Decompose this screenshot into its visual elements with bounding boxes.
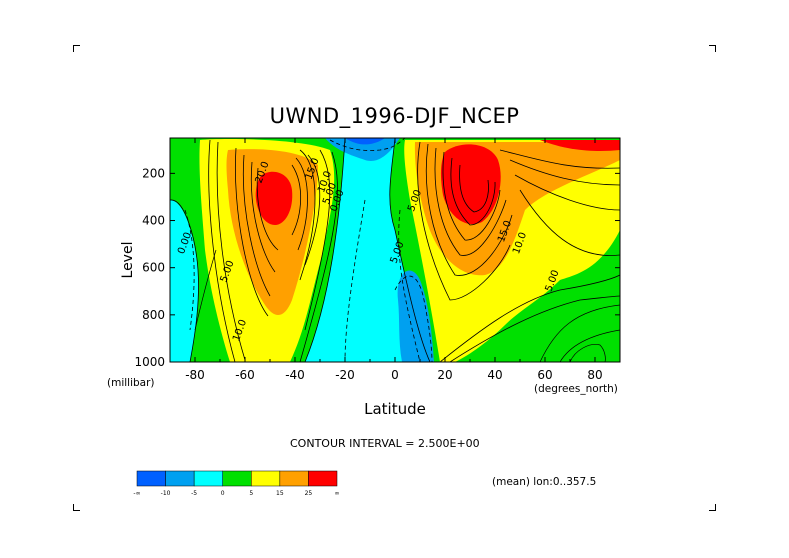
x-tick-label: 80 — [587, 368, 602, 382]
fill-tropical-core — [397, 270, 434, 362]
y-axis-ticks: 200 400 600 800 1000 — [134, 166, 620, 369]
contours-north-jet — [417, 141, 620, 362]
contours-south-jet — [208, 139, 338, 362]
y-tick-label: 200 — [142, 166, 165, 180]
fill-upper-easterly-core — [345, 138, 385, 145]
colorbar-swatch — [251, 470, 281, 487]
y-tick-label: 600 — [142, 261, 165, 275]
x-axis-ticks: -80 -60 -40 -20 0 20 40 60 80 — [169, 138, 621, 382]
contours-misc — [194, 249, 620, 362]
fill-south-jet-core — [255, 171, 293, 225]
x-tick-label: 0 — [391, 368, 399, 382]
contours-zero — [170, 138, 431, 362]
y-tick-label: 800 — [142, 308, 165, 322]
contour-fill-layer — [170, 138, 620, 362]
y-tick-label: 400 — [142, 214, 165, 228]
crop-mark-top-right — [709, 45, 716, 52]
colorbar-tick-label: -5 — [191, 490, 197, 497]
colorbar: -∞ -10 -5 0 5 15 25 ∞ — [133, 470, 340, 497]
colorbar-tick-label: -∞ — [133, 490, 140, 497]
y-tick-label: 1000 — [134, 355, 165, 369]
x-tick-label: -40 — [285, 368, 305, 382]
mean-lon-text: (mean) lon:0..357.5 — [492, 476, 597, 488]
crop-mark-bottom-right — [709, 504, 716, 511]
x-tick-label: -60 — [235, 368, 255, 382]
colorbar-swatch — [222, 470, 252, 487]
x-axis-label: Latitude — [364, 400, 426, 418]
x-tick-label: -20 — [335, 368, 355, 382]
fill-upper-easterly — [325, 138, 400, 161]
x-tick-label: 40 — [487, 368, 502, 382]
x-axis-unit: (degrees_north) — [534, 383, 618, 395]
colorbar-tick-label: -10 — [161, 490, 171, 497]
colorbar-tick-label: 25 — [305, 490, 313, 497]
colorbar-swatch — [193, 470, 223, 487]
colorbar-tick-label: 5 — [249, 490, 253, 497]
fill-north-upper-core — [540, 140, 620, 151]
colorbar-tick-label: 15 — [276, 490, 284, 497]
crop-mark-top-left — [73, 45, 80, 52]
y-axis-unit: (millibar) — [107, 377, 155, 389]
chart-title: UWND_1996-DJF_NCEP — [269, 104, 520, 128]
x-tick-label: 20 — [437, 368, 452, 382]
colorbar-swatch — [279, 470, 309, 487]
colorbar-tick-label: 0 — [221, 490, 225, 497]
colorbar-tick-label: ∞ — [335, 490, 340, 497]
x-tick-label: -80 — [185, 368, 205, 382]
x-tick-label: 60 — [537, 368, 552, 382]
colorbar-swatch — [308, 470, 338, 487]
colorbar-swatch — [136, 470, 166, 487]
y-axis-label: Level — [120, 241, 136, 279]
contour-interval-text: CONTOUR INTERVAL = 2.500E+00 — [290, 437, 480, 450]
crop-mark-bottom-left — [73, 504, 80, 511]
colorbar-swatch — [165, 470, 195, 487]
